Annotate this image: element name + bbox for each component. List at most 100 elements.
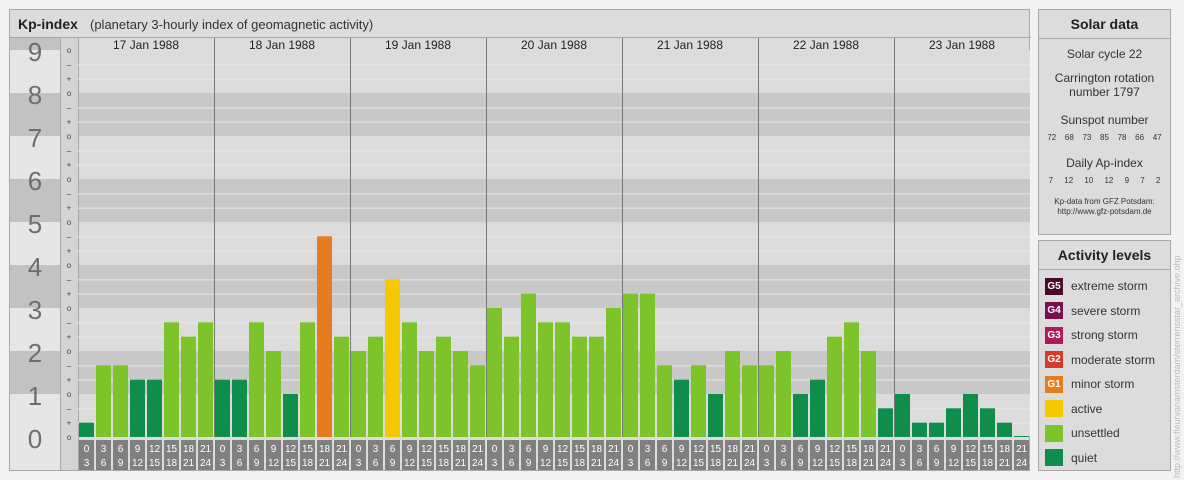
interval-end-label: 9 — [118, 458, 124, 469]
interval-start-label: 12 — [965, 444, 977, 455]
interval-end-label: 21 — [455, 458, 467, 469]
carrington-line-2: number 1797 — [1069, 85, 1140, 99]
interval-end-label: 9 — [390, 458, 396, 469]
legend-swatch: G4 — [1045, 302, 1063, 320]
interval-start-label: 0 — [900, 444, 906, 455]
interval-end-label: 9 — [798, 458, 804, 469]
interval-start-label: 21 — [200, 444, 212, 455]
legend-swatch — [1045, 400, 1063, 418]
y-minor-mark: – — [67, 103, 72, 112]
interval-start-label: 3 — [509, 444, 515, 455]
legend-item-unsettled: unsettled — [1039, 421, 1170, 446]
kp-bar — [589, 336, 604, 437]
interval-start-label: 18 — [591, 444, 603, 455]
kp-bar — [147, 379, 162, 437]
interval-end-label: 24 — [200, 458, 212, 469]
y-minor-mark: o — [67, 89, 72, 98]
interval-end-label: 24 — [608, 458, 620, 469]
interval-end-label: 3 — [356, 458, 362, 469]
legend-swatch — [1045, 424, 1063, 442]
interval-start-label: 21 — [336, 444, 348, 455]
y-label-band — [10, 93, 60, 136]
sunspot-values: 72 68 73 85 78 66 47 — [1039, 133, 1170, 142]
legend-item-severe-storm: G4 severe storm — [1039, 299, 1170, 324]
interval-start-label: 12 — [149, 444, 161, 455]
date-label: 19 Jan 1988 — [385, 38, 451, 52]
interval-start-label: 12 — [421, 444, 433, 455]
date-label: 17 Jan 1988 — [113, 38, 179, 52]
interval-end-label: 9 — [934, 458, 940, 469]
y-minor-mark: o — [67, 46, 72, 55]
background-band — [78, 179, 1030, 222]
y-minor-mark: – — [67, 275, 72, 284]
kp-bar — [215, 379, 230, 437]
interval-start-label: 15 — [438, 444, 450, 455]
legend-item-active: active — [1039, 397, 1170, 422]
interval-box — [606, 440, 621, 470]
interval-box — [861, 440, 876, 470]
y-label-band — [10, 437, 60, 470]
interval-start-label: 12 — [557, 444, 569, 455]
interval-start-label: 9 — [815, 444, 821, 455]
interval-box — [589, 440, 604, 470]
interval-box — [623, 440, 638, 470]
kp-bar — [164, 322, 179, 437]
legend-swatch — [1045, 449, 1063, 467]
interval-box — [385, 440, 400, 470]
y-tick-label: 9 — [28, 37, 42, 67]
y-tick-label: 6 — [28, 166, 42, 196]
y-minor-mark: + — [67, 247, 72, 256]
legend-item-quiet: quiet — [1039, 446, 1170, 471]
legend-label: unsettled — [1071, 426, 1120, 441]
interval-box — [827, 440, 842, 470]
kp-bar — [1014, 436, 1029, 437]
interval-end-label: 15 — [149, 458, 161, 469]
kp-bar — [844, 322, 859, 437]
kp-bar — [198, 322, 213, 437]
interval-box — [708, 440, 723, 470]
y-minor-mark: o — [67, 261, 72, 270]
interval-start-label: 9 — [271, 444, 277, 455]
interval-end-label: 6 — [917, 458, 923, 469]
credit-link[interactable]: http://www.gfz-potsdam.de — [1057, 207, 1152, 216]
y-minor-mark: o — [67, 175, 72, 184]
kp-bar — [79, 422, 94, 437]
interval-start-label: 9 — [951, 444, 957, 455]
sunspot-value: 72 — [1047, 133, 1057, 142]
background-band — [78, 50, 1030, 93]
y-minor-mark: – — [67, 189, 72, 198]
interval-end-label: 24 — [880, 458, 892, 469]
credit-line-1: Kp-data from GFZ Potsdam: — [1054, 197, 1155, 206]
interval-box — [878, 440, 893, 470]
legend-label: severe storm — [1071, 303, 1141, 318]
interval-end-label: 21 — [727, 458, 739, 469]
kp-bar — [453, 351, 468, 437]
interval-start-label: 21 — [744, 444, 756, 455]
interval-start-label: 9 — [543, 444, 549, 455]
legend-swatch: G5 — [1045, 277, 1063, 295]
interval-box — [453, 440, 468, 470]
y-minor-mark: o — [67, 390, 72, 399]
y-label-band — [10, 38, 60, 50]
legend-item-minor-storm: G1 minor storm — [1039, 372, 1170, 397]
interval-box — [470, 440, 485, 470]
y-minor-mark: o — [67, 218, 72, 227]
interval-start-label: 6 — [390, 444, 396, 455]
kp-bar — [572, 336, 587, 437]
interval-box — [283, 440, 298, 470]
interval-box — [538, 440, 553, 470]
interval-end-label: 12 — [676, 458, 688, 469]
ap-value: 9 — [1124, 176, 1130, 185]
interval-end-label: 3 — [492, 458, 498, 469]
legend-label: quiet — [1071, 450, 1098, 465]
y-tick-label: 4 — [28, 252, 42, 282]
ap-index-title: Daily Ap-index — [1066, 156, 1143, 170]
y-tick-label: 7 — [28, 123, 42, 153]
interval-start-label: 18 — [863, 444, 875, 455]
interval-box — [776, 440, 791, 470]
kp-bar — [878, 408, 893, 437]
interval-start-label: 3 — [373, 444, 379, 455]
y-label-band — [10, 265, 60, 308]
y-minor-mark: – — [67, 318, 72, 327]
interval-box — [96, 440, 111, 470]
